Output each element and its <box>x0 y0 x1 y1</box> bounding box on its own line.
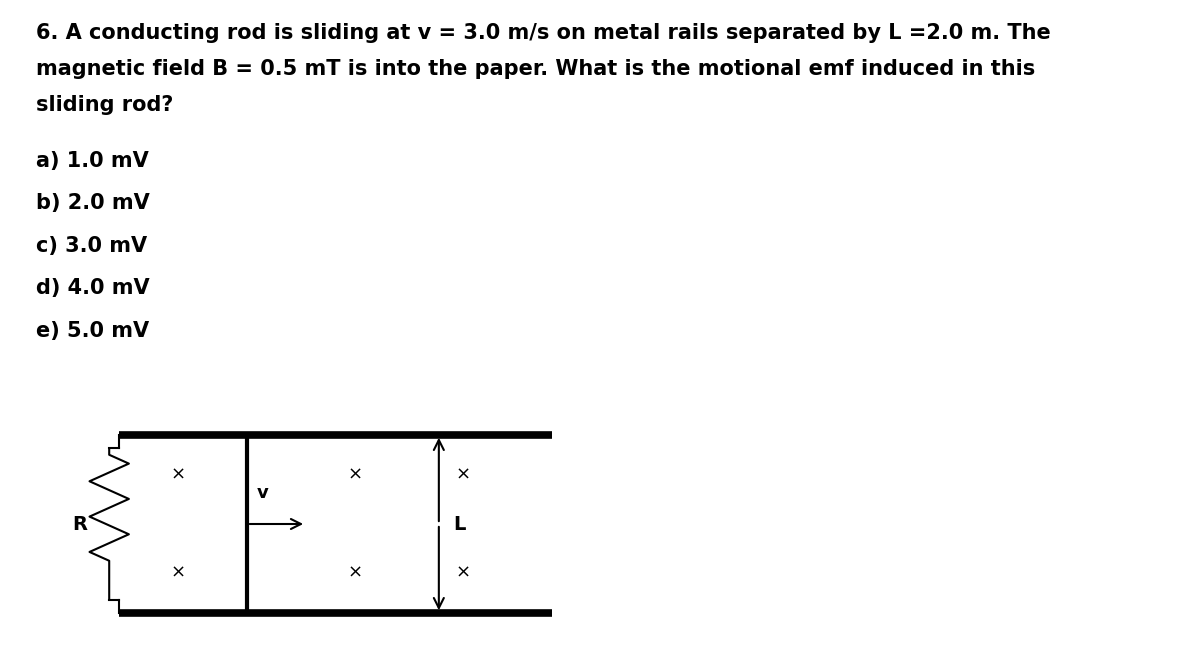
Text: d) 4.0 mV: d) 4.0 mV <box>36 278 150 299</box>
Text: ×: × <box>170 466 186 484</box>
Text: b) 2.0 mV: b) 2.0 mV <box>36 193 150 214</box>
Text: ×: × <box>348 564 362 582</box>
Text: ×: × <box>456 564 472 582</box>
Text: magnetic field B = 0.5 mT is into the paper. What is the motional emf induced in: magnetic field B = 0.5 mT is into the pa… <box>36 59 1036 79</box>
Text: L: L <box>454 514 466 534</box>
Text: 6. A conducting rod is sliding at v = 3.0 m/s on metal rails separated by L =2.0: 6. A conducting rod is sliding at v = 3.… <box>36 23 1051 43</box>
Text: ×: × <box>456 466 472 484</box>
Text: sliding rod?: sliding rod? <box>36 95 173 115</box>
Text: e) 5.0 mV: e) 5.0 mV <box>36 321 149 341</box>
Text: c) 3.0 mV: c) 3.0 mV <box>36 236 148 256</box>
Text: a) 1.0 mV: a) 1.0 mV <box>36 151 149 171</box>
Text: ×: × <box>170 564 186 582</box>
Text: v: v <box>257 484 269 502</box>
Text: R: R <box>72 514 88 534</box>
Text: ×: × <box>348 466 362 484</box>
